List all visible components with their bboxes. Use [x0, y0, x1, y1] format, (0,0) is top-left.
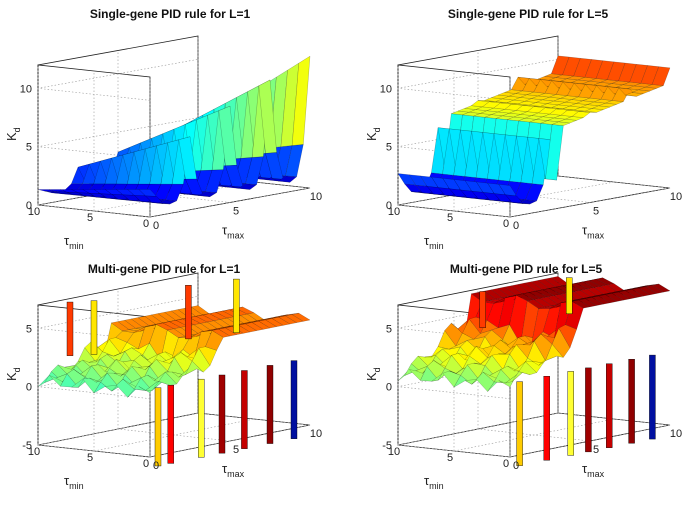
- x-tick-label: 5: [233, 206, 239, 218]
- x-axis-label: τmax: [222, 461, 245, 479]
- z-tick-label: 5: [26, 323, 32, 335]
- side-wall: [397, 64, 511, 218]
- x-tick-label: 10: [310, 191, 322, 203]
- z-tick-label: -5: [22, 440, 32, 452]
- y-tick-label: 0: [503, 218, 509, 230]
- y-tick-label: 10: [388, 206, 400, 218]
- spike-down: [649, 354, 656, 440]
- x-axis-label: τmax: [222, 223, 245, 241]
- chart-title: Multi-gene PID rule for L=5: [450, 262, 603, 276]
- z-tick-label: 10: [380, 83, 392, 95]
- z-tick-label: 0: [386, 200, 392, 212]
- spike-up: [90, 300, 98, 355]
- z-tick-label: 0: [26, 382, 32, 394]
- chart-panel-2: Single-gene PID rule for L=5051005100510…: [364, 7, 682, 251]
- surface: [37, 305, 311, 398]
- grid-line: [37, 59, 199, 101]
- surface: [397, 276, 671, 392]
- surface-patch: [651, 283, 671, 293]
- surface: [397, 55, 671, 205]
- spike-down: [543, 376, 550, 461]
- y-axis-label: τmin: [424, 233, 444, 251]
- z-tick-label: -5: [382, 440, 392, 452]
- side-wall: [37, 64, 151, 218]
- x-axis-label: τmax: [582, 461, 605, 479]
- z-axis-label: Kd: [4, 367, 22, 381]
- spike-up: [66, 301, 74, 356]
- grid-line: [397, 412, 559, 446]
- y-tick-label: 0: [503, 458, 509, 470]
- spike-down: [516, 381, 523, 466]
- grid-line: [37, 117, 199, 159]
- z-tick-label: 5: [26, 142, 32, 154]
- surface-patch: [651, 66, 671, 86]
- z-axis-label: Kd: [364, 127, 382, 141]
- surface-patch: [291, 313, 311, 322]
- y-axis-label: τmin: [64, 233, 84, 251]
- spike-up: [233, 278, 240, 333]
- x-tick-label: 5: [233, 444, 239, 456]
- spike-down: [606, 363, 613, 448]
- chart-panel-4: Multi-gene PID rule for L=5 -5 0 5 0 5 10 0 5 10 τ…: [364, 262, 682, 491]
- x-tick-label: 0: [513, 460, 519, 472]
- spike-up: [479, 291, 486, 328]
- surface-patch: [291, 55, 311, 146]
- y-tick-label: 5: [87, 212, 93, 224]
- x-tick-label: 0: [153, 220, 159, 232]
- spike-down: [290, 360, 298, 439]
- z-axis-label: Kd: [4, 127, 22, 141]
- spike-down: [218, 374, 226, 454]
- chart-title: Multi-gene PID rule for L=1: [88, 262, 241, 276]
- x-tick-label: 5: [593, 206, 599, 218]
- z-tick-label: 0: [26, 200, 32, 212]
- y-tick-label: 5: [447, 452, 453, 464]
- spike-up: [566, 277, 573, 315]
- x-tick-label: 10: [670, 191, 682, 203]
- y-tick-label: 0: [143, 218, 149, 230]
- spike-up: [185, 285, 192, 340]
- z-tick-label: 10: [20, 83, 32, 95]
- chart-title: Single-gene PID rule for L=1: [90, 7, 251, 21]
- grid-line: [557, 175, 671, 189]
- spike-down: [167, 385, 175, 464]
- grid-line: [37, 412, 199, 446]
- spike-down: [266, 365, 274, 444]
- x-tick-label: 0: [153, 460, 159, 472]
- y-tick-label: 5: [87, 452, 93, 464]
- x-tick-label: 10: [670, 428, 682, 440]
- y-tick-label: 10: [28, 446, 40, 458]
- spike-down: [197, 378, 205, 458]
- z-axis-label: Kd: [364, 367, 382, 381]
- chart-title: Single-gene PID rule for L=5: [448, 7, 609, 21]
- x-tick-label: 10: [310, 428, 322, 440]
- spike-down: [241, 370, 248, 449]
- z-tick-label: 5: [386, 142, 392, 154]
- z-tick-label: 5: [386, 323, 392, 335]
- spike-down: [585, 367, 592, 453]
- chart-panel-3: Multi-gene PID rule for L=1 -5 0 5 0 5 10 0 5 10 τ…: [4, 262, 322, 491]
- chart-panel-1: Single-gene PID rule for L=1051005100510…: [4, 7, 322, 251]
- x-tick-label: 0: [513, 220, 519, 232]
- spike-down: [628, 359, 635, 444]
- x-tick-label: 5: [593, 444, 599, 456]
- spike-down: [567, 371, 574, 456]
- z-tick-label: 0: [386, 382, 392, 394]
- y-tick-label: 5: [447, 212, 453, 224]
- y-tick-label: 10: [28, 206, 40, 218]
- y-axis-label: τmin: [424, 473, 444, 491]
- y-axis-label: τmin: [64, 473, 84, 491]
- spike-down: [154, 387, 162, 467]
- y-tick-label: 0: [143, 458, 149, 470]
- x-axis-label: τmax: [582, 223, 605, 241]
- y-tick-label: 10: [388, 446, 400, 458]
- grid-line: [453, 418, 615, 452]
- surface: [37, 55, 311, 205]
